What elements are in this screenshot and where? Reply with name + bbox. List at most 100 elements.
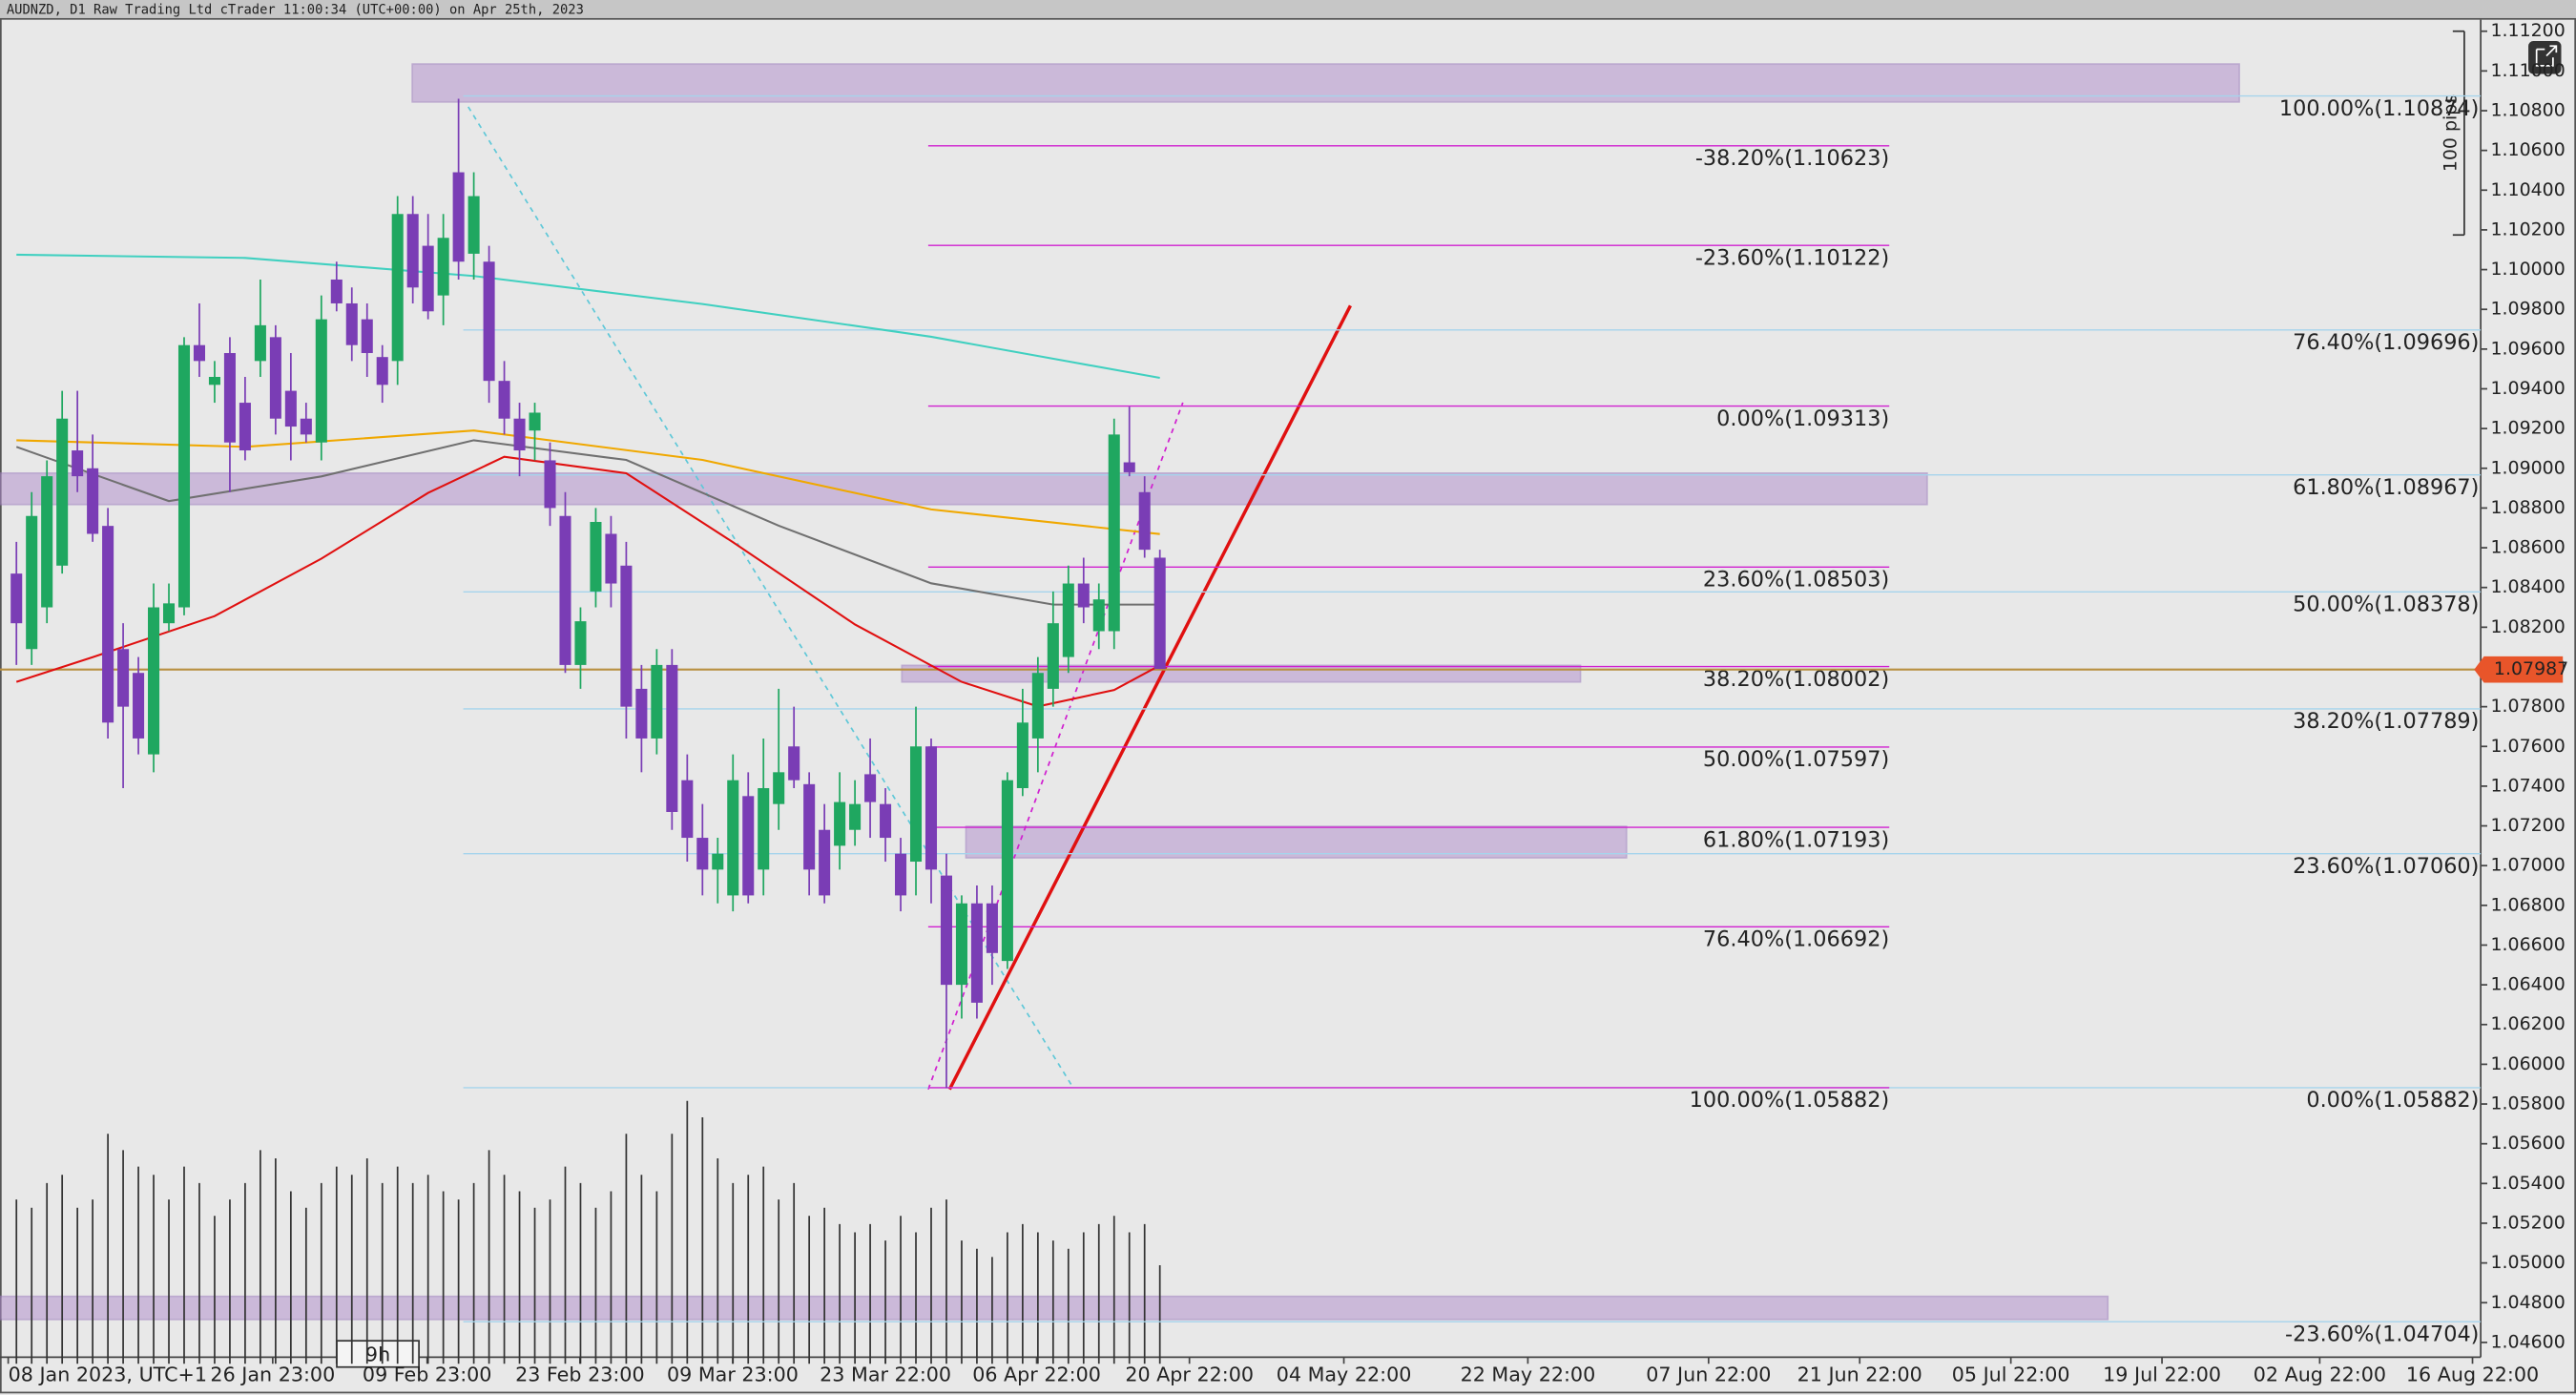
y-tick-label: 1.06400 bbox=[2490, 974, 2565, 995]
candle-body bbox=[742, 796, 755, 896]
fib-label: 50.00%(1.08378) bbox=[2293, 593, 2479, 617]
candle-body bbox=[666, 664, 678, 812]
timer-label: 9h bbox=[365, 1343, 390, 1366]
plot: 1.11200 1.11000 1.10800 1.10600 1.10400 1.102… bbox=[0, 20, 2568, 1385]
x-tick-label: 09 Feb 23:00 bbox=[363, 1363, 492, 1385]
x-tick-label: 07 Jun 22:00 bbox=[1646, 1363, 1771, 1385]
y-tick-label: 1.10000 bbox=[2490, 259, 2565, 280]
y-tick-label: 1.06200 bbox=[2490, 1013, 2565, 1034]
y-tick-label: 1.09200 bbox=[2490, 418, 2565, 439]
y-tick-label: 1.05800 bbox=[2490, 1093, 2565, 1114]
candle-body bbox=[315, 319, 327, 443]
candle-body bbox=[909, 746, 923, 863]
fib-label: 23.60%(1.07060) bbox=[2293, 854, 2479, 879]
candle-body bbox=[148, 607, 160, 755]
fib-label: 76.40%(1.09696) bbox=[2293, 330, 2479, 355]
fib-label: 61.80%(1.07193) bbox=[1703, 827, 1889, 852]
fib-label: 38.20%(1.07789) bbox=[2293, 709, 2479, 734]
candle-body bbox=[483, 261, 495, 382]
candle-body bbox=[895, 853, 907, 896]
fib-label: 38.20%(1.08002) bbox=[1703, 667, 1889, 692]
candle-body bbox=[117, 649, 130, 707]
candle-body bbox=[102, 526, 114, 723]
fib-label: 76.40%(1.06692) bbox=[1703, 927, 1889, 952]
zone bbox=[901, 664, 1582, 683]
candle-body bbox=[269, 337, 281, 419]
candle-body bbox=[681, 780, 694, 839]
y-tick-label: 1.09800 bbox=[2490, 299, 2565, 320]
x-tick-label: 02 Aug 22:00 bbox=[2254, 1363, 2386, 1385]
x-tick-label: 05 Jul 22:00 bbox=[1952, 1363, 2070, 1385]
candle-body bbox=[177, 344, 191, 608]
frame bbox=[0, 17, 2576, 1394]
candle-body bbox=[437, 238, 449, 296]
y-tick-label: 1.10600 bbox=[2490, 139, 2565, 160]
x-tick-label: 16 Aug 22:00 bbox=[2406, 1363, 2539, 1385]
fib-label: 100.00%(1.05882) bbox=[1690, 1088, 1890, 1113]
candle-body bbox=[849, 803, 862, 830]
candle-body bbox=[620, 565, 633, 707]
y-tick-label: 1.05000 bbox=[2490, 1252, 2565, 1273]
fib-label: -23.60%(1.04704) bbox=[2285, 1322, 2479, 1347]
y-tick-label: 1.05600 bbox=[2490, 1133, 2565, 1154]
candle-body bbox=[955, 903, 967, 986]
header: AUDNZD, D1 Raw Trading Ltd cTrader 11:00… bbox=[7, 2, 584, 17]
candle-body bbox=[391, 214, 404, 362]
candle-body bbox=[1123, 462, 1135, 472]
candle-body bbox=[406, 214, 419, 288]
candle-body bbox=[133, 673, 145, 739]
y-tick-label: 1.11000 bbox=[2490, 60, 2565, 81]
candle-body bbox=[1077, 583, 1090, 608]
fib-label: 100.00%(1.10874) bbox=[2279, 96, 2480, 121]
candle-body bbox=[986, 903, 998, 953]
x-tick-label: 23 Mar 22:00 bbox=[820, 1363, 951, 1385]
x-tick-label: 26 Jan 23:00 bbox=[210, 1363, 335, 1385]
candle-body bbox=[635, 688, 648, 739]
x-tick-label: 06 Apr 22:00 bbox=[972, 1363, 1101, 1385]
candle-body bbox=[834, 802, 846, 846]
x-tick-label: 08 Jan 2023, UTC+1 bbox=[9, 1363, 207, 1385]
fib-label: 0.00%(1.09313) bbox=[1716, 406, 1889, 431]
y-tick-label: 1.07600 bbox=[2490, 736, 2565, 757]
pips-ruler: 100 pips bbox=[2441, 30, 2465, 237]
candle-body bbox=[1108, 434, 1120, 632]
candle-body bbox=[1092, 599, 1105, 632]
x-tick-label: 20 Apr 22:00 bbox=[1125, 1363, 1254, 1385]
candle-body bbox=[1062, 583, 1074, 657]
y-tick-label: 1.10800 bbox=[2490, 100, 2565, 121]
candle-body bbox=[208, 377, 220, 385]
candle-body bbox=[56, 418, 69, 566]
x-tick-label: 19 Jul 22:00 bbox=[2103, 1363, 2221, 1385]
candle-body bbox=[651, 664, 663, 739]
candle-body bbox=[498, 381, 510, 419]
candle-body bbox=[467, 196, 480, 254]
timer-box bbox=[336, 1340, 420, 1368]
y-tick-label: 1.08600 bbox=[2490, 537, 2565, 558]
candle-body bbox=[284, 390, 297, 427]
candle-body bbox=[696, 838, 709, 870]
candle-body bbox=[239, 403, 251, 451]
candle-body bbox=[758, 787, 770, 870]
candle-body bbox=[1031, 673, 1044, 739]
candle-body bbox=[1001, 780, 1013, 962]
fib-diagonal bbox=[927, 402, 1184, 1091]
fib-label: 50.00%(1.07597) bbox=[1703, 747, 1889, 772]
moving-average bbox=[15, 439, 1160, 606]
candle-body bbox=[223, 353, 236, 443]
candle-body bbox=[345, 302, 358, 345]
candle-body bbox=[330, 279, 343, 303]
y-tick-label: 1.10400 bbox=[2490, 179, 2565, 200]
y-tick-label: 1.06600 bbox=[2490, 934, 2565, 955]
fib-label: -38.20%(1.10623) bbox=[1695, 146, 1889, 171]
candle-body bbox=[970, 903, 983, 1003]
y-tick-label: 1.07200 bbox=[2490, 815, 2565, 836]
candle-body bbox=[803, 783, 816, 870]
price-tag-bg bbox=[2474, 656, 2564, 683]
candle-body bbox=[87, 468, 99, 534]
candle-body bbox=[773, 772, 785, 804]
moving-average bbox=[16, 253, 1160, 380]
pips-label: 100 pips bbox=[2441, 94, 2462, 172]
candle-body bbox=[1153, 557, 1166, 670]
fib-label: 0.00%(1.05882) bbox=[2306, 1088, 2479, 1113]
